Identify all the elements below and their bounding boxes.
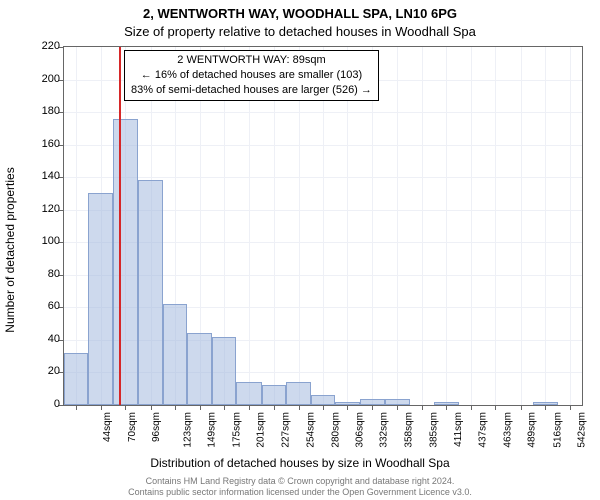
chart-container: { "chart": { "type": "histogram", "title… [0, 0, 600, 500]
gridline-v [545, 47, 546, 405]
histogram-bar [212, 337, 236, 405]
xtick-label: 96sqm [151, 412, 162, 442]
gridline-v [422, 47, 423, 405]
xtick-mark [397, 405, 398, 410]
xtick-label: 175sqm [231, 412, 242, 448]
xtick-mark [347, 405, 348, 410]
xtick-label: 516sqm [552, 412, 563, 448]
xtick-mark [521, 405, 522, 410]
histogram-bar [262, 385, 286, 405]
xtick-label: 70sqm [127, 412, 138, 442]
histogram-bar [163, 304, 187, 405]
xtick-label: 385sqm [429, 412, 440, 448]
histogram-bar [64, 353, 88, 405]
xtick-label: 542sqm [577, 412, 588, 448]
gridline-v [570, 47, 571, 405]
gridline-v [274, 47, 275, 405]
gridline-v [446, 47, 447, 405]
xtick-label: 254sqm [306, 412, 317, 448]
xtick-label: 201sqm [256, 412, 267, 448]
ytick-label: 200 [30, 73, 60, 85]
ytick-label: 60 [30, 300, 60, 312]
ytick-label: 140 [30, 170, 60, 182]
attribution-text: Contains HM Land Registry data © Crown c… [0, 476, 600, 499]
histogram-bar [187, 333, 211, 405]
xtick-label: 489sqm [527, 412, 538, 448]
annotation-line2: ← 16% of detached houses are smaller (10… [141, 69, 362, 81]
gridline-v [372, 47, 373, 405]
xtick-label: 280sqm [330, 412, 341, 448]
gridline-v [495, 47, 496, 405]
reference-line [119, 47, 121, 405]
histogram-bar [533, 402, 557, 405]
histogram-bar [434, 402, 458, 405]
histogram-bar [286, 382, 310, 405]
ytick-label: 20 [30, 365, 60, 377]
gridline-v [299, 47, 300, 405]
xtick-label: 123sqm [182, 412, 193, 448]
ytick-label: 80 [30, 268, 60, 280]
ytick-label: 40 [30, 333, 60, 345]
xtick-mark [471, 405, 472, 410]
xtick-label: 411sqm [453, 412, 464, 447]
xtick-mark [422, 405, 423, 410]
histogram-bar [113, 119, 138, 405]
xtick-mark [274, 405, 275, 410]
histogram-bar [335, 402, 359, 405]
gridline-v [471, 47, 472, 405]
annotation-line3: 83% of semi-detached houses are larger (… [131, 84, 372, 96]
chart-subtitle: Size of property relative to detached ho… [0, 24, 600, 39]
gridline-v [347, 47, 348, 405]
xtick-label: 437sqm [478, 412, 489, 448]
x-axis-label: Distribution of detached houses by size … [0, 456, 600, 470]
histogram-bar [88, 193, 112, 405]
xtick-mark [495, 405, 496, 410]
chart-title: 2, WENTWORTH WAY, WOODHALL SPA, LN10 6PG [0, 6, 600, 21]
plot-area: 2 WENTWORTH WAY: 89sqm ← 16% of detached… [63, 46, 583, 406]
xtick-label: 227sqm [280, 412, 291, 448]
attribution-line1: Contains HM Land Registry data © Crown c… [146, 476, 455, 486]
xtick-mark [200, 405, 201, 410]
xtick-mark [249, 405, 250, 410]
xtick-label: 463sqm [502, 412, 513, 448]
gridline-v [249, 47, 250, 405]
annotation-box: 2 WENTWORTH WAY: 89sqm ← 16% of detached… [124, 50, 379, 101]
xtick-mark [125, 405, 126, 410]
attribution-line2: Contains public sector information licen… [128, 487, 472, 497]
xtick-label: 358sqm [404, 412, 415, 448]
ytick-label: 0 [30, 398, 60, 410]
xtick-mark [446, 405, 447, 410]
ytick-label: 120 [30, 203, 60, 215]
histogram-bar [385, 399, 409, 406]
xtick-mark [372, 405, 373, 410]
xtick-label: 44sqm [102, 412, 113, 442]
ytick-label: 100 [30, 235, 60, 247]
xtick-mark [76, 405, 77, 410]
xtick-label: 306sqm [355, 412, 366, 448]
xtick-mark [224, 405, 225, 410]
xtick-mark [545, 405, 546, 410]
xtick-mark [151, 405, 152, 410]
xtick-mark [101, 405, 102, 410]
gridline-v [397, 47, 398, 405]
xtick-mark [299, 405, 300, 410]
ytick-label: 180 [30, 105, 60, 117]
xtick-label: 149sqm [207, 412, 218, 448]
histogram-bar [138, 180, 162, 405]
xtick-mark [175, 405, 176, 410]
y-axis-label: Number of detached properties [3, 167, 17, 332]
xtick-mark [323, 405, 324, 410]
annotation-line1: 2 WENTWORTH WAY: 89sqm [177, 54, 325, 66]
ytick-label: 160 [30, 138, 60, 150]
xtick-label: 332sqm [379, 412, 390, 448]
xtick-mark [570, 405, 571, 410]
ytick-label: 220 [30, 40, 60, 52]
histogram-bar [311, 395, 335, 405]
histogram-bar [360, 399, 385, 406]
gridline-v [323, 47, 324, 405]
histogram-bar [236, 382, 261, 405]
gridline-v [521, 47, 522, 405]
gridline-v [76, 47, 77, 405]
